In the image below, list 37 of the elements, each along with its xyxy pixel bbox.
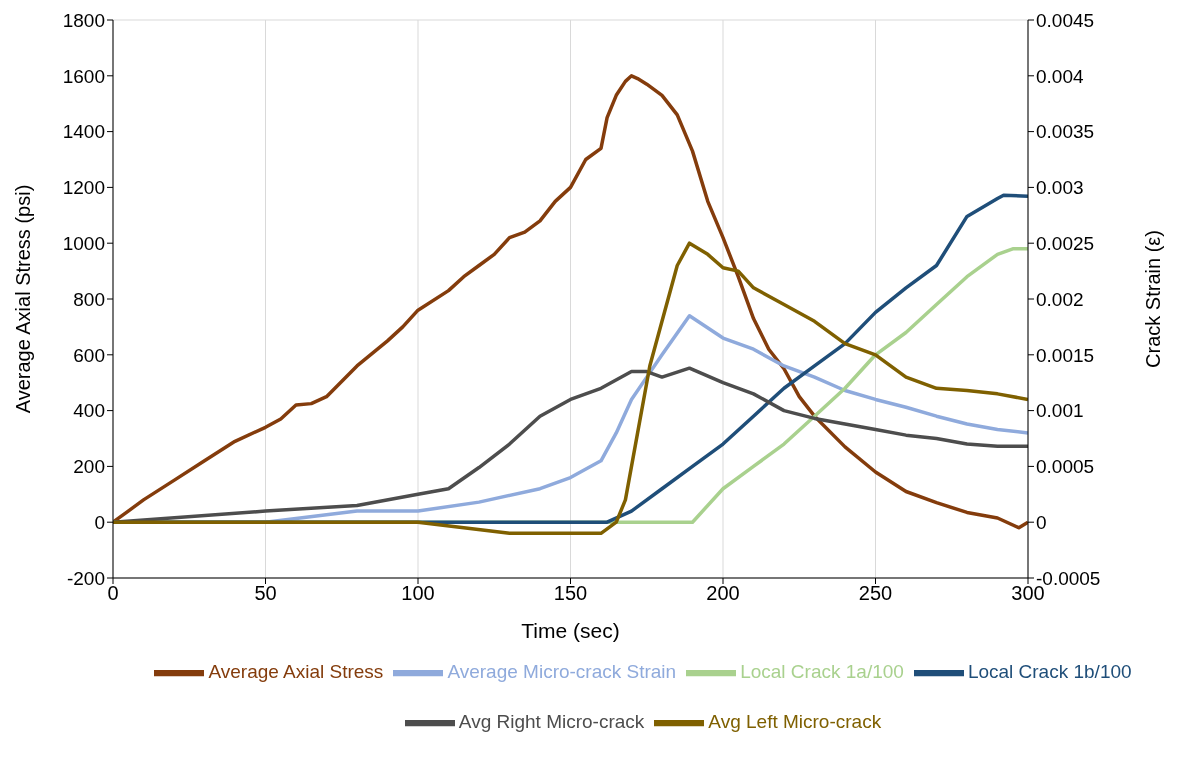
y-axis-title: Average Axial Stress (psi) [12, 184, 35, 414]
x-axis-title: Time (sec) [521, 619, 620, 642]
x-tick-label: 150 [553, 582, 588, 605]
legend-label: Average Axial Stress [208, 661, 384, 683]
legend-label: Avg Left Micro-crack [708, 711, 882, 733]
y-tick-label: -200 [66, 567, 105, 589]
y-tick-label: 800 [73, 288, 105, 310]
y2-axis-title: Crack Strain (ε) [1142, 230, 1165, 368]
y2-tick-label: 0.0025 [1036, 232, 1095, 254]
y-tick-label: 0 [94, 511, 105, 533]
y2-tick-label: 0.003 [1036, 177, 1084, 199]
line-series [113, 74, 1028, 530]
y2-tick-label: 0.0005 [1036, 456, 1095, 478]
x-tick-label: 100 [401, 582, 435, 605]
x-tick-label: 250 [858, 582, 893, 605]
y-tick-label: 1600 [62, 65, 105, 87]
y2-tick-label: 0.0015 [1036, 344, 1095, 366]
legend-label: Local Crack 1b/100 [967, 661, 1132, 683]
x-tick-label: 0 [107, 582, 119, 605]
y2-tick-label: 0.004 [1036, 65, 1084, 87]
y-tick-label: 1000 [62, 232, 105, 254]
x-tick-label: 200 [706, 582, 740, 605]
y-tick-label: 400 [73, 400, 105, 422]
legend-label: Average Micro-crack Strain [447, 661, 677, 683]
y-tick-label: 1200 [62, 177, 105, 199]
legend-label: Local Crack 1a/100 [740, 661, 904, 683]
y-tick-label: 200 [73, 456, 105, 478]
y2-tick-label: 0.0035 [1036, 121, 1095, 143]
y2-tick-label: 0.0045 [1036, 9, 1095, 31]
y2-tick-label: 0.001 [1036, 400, 1084, 422]
y-tick-label: 600 [73, 344, 105, 366]
x-tick-label: 50 [254, 582, 277, 605]
y-tick-label: 1800 [62, 9, 105, 31]
legend-label: Avg Right Micro-crack [458, 711, 645, 733]
y-tick-label: 1400 [62, 121, 105, 143]
y2-tick-label: 0 [1036, 511, 1047, 533]
y2-tick-label: 0.002 [1036, 288, 1084, 310]
